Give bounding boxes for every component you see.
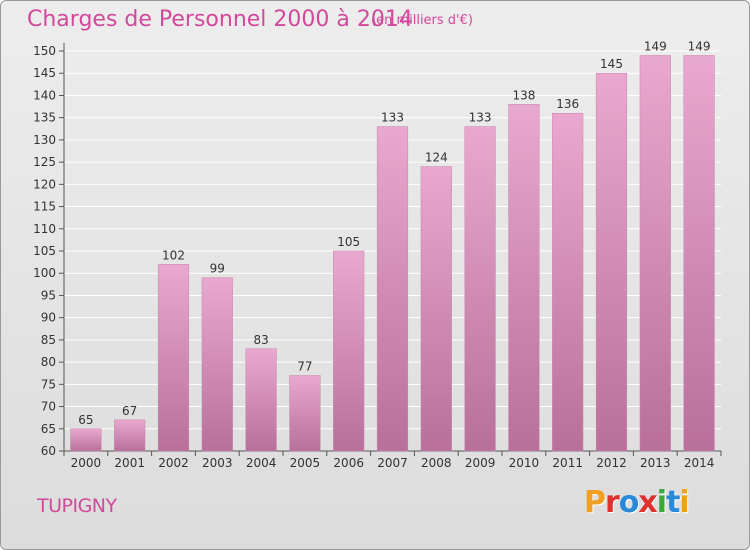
chart-subtitle: (en milliers d'€) (371, 13, 473, 28)
x-tick-label: 2013 (640, 456, 671, 470)
bar (508, 104, 540, 452)
bar (464, 126, 496, 452)
commune-name: TUPIGNY (37, 495, 117, 517)
bar (157, 264, 190, 452)
x-tick-label: 2000 (71, 456, 102, 470)
y-tick-label: 85 (41, 333, 56, 347)
bar (639, 55, 671, 452)
logo-letter: P (584, 485, 606, 520)
axes: 60 65 70 75 80 85 90 95 100 105 110 115 120 125 130 135… (33, 43, 722, 458)
data-label: 77 (297, 359, 312, 373)
y-tick-label: 120 (33, 177, 56, 191)
y-tick-label: 80 (41, 355, 56, 369)
y-tick-label: 65 (41, 422, 56, 436)
data-label: 102 (162, 248, 185, 262)
data-label: 149 (644, 39, 667, 53)
y-tick-label: 90 (41, 311, 56, 325)
bar (333, 250, 365, 452)
y-tick-label: 130 (33, 133, 56, 147)
chart-title: Charges de Personnel 2000 à 2014 (27, 7, 413, 32)
x-tick-label: 2014 (684, 456, 715, 470)
bar (420, 166, 452, 452)
data-label: 136 (556, 97, 579, 111)
logo-letter: r (605, 485, 620, 520)
y-tick-label: 95 (41, 288, 56, 302)
data-label: 105 (337, 235, 360, 249)
logo-letter: x (638, 485, 657, 520)
data-label: 145 (600, 57, 623, 71)
bar (201, 277, 233, 452)
x-tick-label: 2001 (114, 456, 145, 470)
y-tick-label: 125 (33, 155, 56, 169)
data-label: 65 (78, 413, 93, 427)
y-tick-label: 60 (41, 444, 56, 458)
logo-letter: i (656, 485, 667, 520)
bar (552, 112, 584, 452)
y-tick-label: 75 (41, 377, 56, 391)
y-tick-label: 70 (41, 400, 56, 414)
y-tick-label: 135 (33, 111, 56, 125)
x-tick-label: 2006 (333, 456, 364, 470)
y-tick-label: 115 (33, 200, 56, 214)
y-tick-label: 105 (33, 244, 56, 258)
logo-letter: o (618, 485, 640, 520)
x-tick-label: 2002 (158, 456, 189, 470)
x-tick-label: 2009 (465, 456, 496, 470)
y-tick-label: 145 (33, 66, 56, 80)
labels: 2000 65 2001 67 2002 102 2003 99 2004 83 2005 77 200… (71, 39, 715, 470)
data-label: 124 (425, 151, 448, 165)
data-label: 67 (122, 404, 137, 418)
bar (289, 375, 321, 452)
x-tick-label: 2007 (377, 456, 408, 470)
data-label: 83 (253, 333, 268, 347)
x-tick-label: 2008 (421, 456, 452, 470)
y-tick-label: 100 (33, 266, 56, 280)
bar (683, 55, 715, 452)
logo-letter: i (679, 485, 689, 520)
data-label: 138 (512, 88, 535, 102)
logo-letter: t (666, 485, 680, 520)
data-label: 99 (210, 262, 225, 276)
bar (376, 126, 409, 452)
x-tick-label: 2004 (246, 456, 277, 470)
bar (595, 72, 628, 452)
bar (114, 419, 146, 452)
bar (70, 428, 102, 452)
y-tick-label: 110 (33, 222, 56, 236)
bars (70, 55, 715, 452)
y-tick-label: 140 (33, 88, 56, 102)
data-label: 149 (688, 39, 711, 53)
x-tick-label: 2010 (509, 456, 540, 470)
data-label: 133 (381, 111, 404, 125)
x-tick-label: 2003 (202, 456, 233, 470)
proxiti-logo: Proxiti (584, 485, 690, 520)
bar (245, 348, 277, 452)
y-tick-label: 150 (33, 44, 56, 58)
data-label: 133 (469, 111, 492, 125)
x-tick-label: 2012 (596, 456, 627, 470)
x-tick-label: 2011 (552, 456, 583, 470)
x-tick-label: 2005 (290, 456, 321, 470)
